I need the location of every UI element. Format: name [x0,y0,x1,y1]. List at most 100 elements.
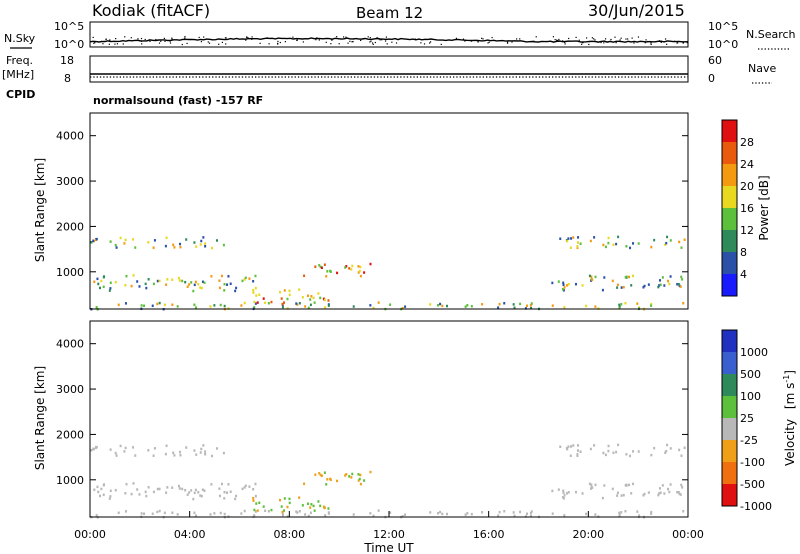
power-echo-cell [202,236,205,239]
power-y-ticks: 1000 2000 3000 4000 [56,130,688,279]
velocity-echo-cell [255,502,258,505]
noise-search-point [440,43,442,46]
noise-search-point [615,42,617,44]
power-echo-cell [313,301,316,304]
station-title: Kodiak (fitACF) [92,1,210,20]
power-echo-cell [173,246,176,249]
noise-search-point [284,41,286,43]
noise-search-point [423,43,426,45]
power-echo-cell [628,275,631,279]
power-echo-cell [618,305,621,309]
noise-search-point [645,39,647,41]
velocity-echo-cell [577,444,580,447]
noise-search-point [164,40,166,42]
velocity-echo-cell [254,494,257,498]
power-echo-cell [140,304,143,307]
velocity-echo-cell [320,474,323,478]
power-echo-cell [124,302,127,305]
noise-search-point [629,41,632,43]
velocity-echo-cell [103,483,106,486]
power-echo-cell [186,285,189,289]
noise-search-point [462,38,465,40]
power-echo-cell [298,288,301,291]
velocity-echo-cell [629,454,632,458]
velocity-echo-cell [566,447,569,451]
noise-search-point [369,41,371,43]
power-echo-cell [683,238,686,242]
noise-search-point [130,37,132,39]
noise-search-point [582,42,584,44]
power-echo-cell [153,239,156,242]
velocity-echo-cell [256,509,259,512]
noise-search-point [557,39,559,42]
velocity-echo-cell [628,483,631,487]
power-colorbar-tick: 20 [740,180,754,193]
power-echo-cell [530,302,533,305]
velocity-echo-cell [117,511,120,515]
velocity-echo-cell [179,450,182,454]
noise-left-tick-bottom: 10^0 [54,38,84,51]
noise-search-point [184,36,186,38]
power-echo-cell [612,243,615,247]
velocity-echo-cell [551,512,554,515]
power-echo-cell [240,304,243,307]
noise-right-tick-top: 10^5 [708,20,738,33]
power-echo-cell [650,302,653,306]
noise-search-point [568,37,570,40]
velocity-echo-cell [579,450,582,453]
velocity-echo-cell [203,489,206,492]
velocity-echo-cell [563,514,566,517]
noise-search-point [169,42,172,44]
noise-search-point [637,36,640,38]
power-echo-cell [512,303,515,306]
noise-search-point [674,40,676,42]
power-echo-cell [650,245,653,249]
velocity-echo-cell [632,450,635,453]
noise-search-point [476,40,479,42]
noise-search-point [102,43,104,45]
noise-search-point [564,41,566,43]
velocity-echo-cell [318,472,321,475]
power-echo-cell [529,304,532,307]
power-echo-cell [667,279,670,283]
power-echo-cell [585,304,588,308]
velocity-echo-cell [140,512,143,515]
power-echo-cell [192,289,195,293]
noise-search-point [114,43,116,45]
velocity-echo-cell [262,505,265,508]
power-echo-cell [437,303,440,307]
noise-right-tick-bottom: 10^0 [708,38,738,51]
power-echo-cell [624,301,627,305]
velocity-echo-cell [658,492,661,495]
power-echo-cell [204,242,207,245]
velocity-echo-cell [650,512,653,515]
velocity-echo-cell [607,444,610,448]
x-axis-label: Time UT [363,541,414,554]
velocity-echo-cell [357,473,360,476]
power-echo-cell [401,306,404,310]
power-echo-cell [323,263,326,266]
noise-search-point [660,41,662,43]
noise-search-point [152,39,154,42]
velocity-echo-cell [429,511,432,514]
xtick-label: 00:00 [74,528,106,541]
power-echo-cell [629,246,632,250]
noise-search-point [318,39,320,41]
noise-search-point [141,43,143,45]
power-echo-cell [620,286,623,289]
noise-search-point [631,37,633,39]
power-echo-cell [323,298,326,302]
power-echo-cell [319,296,322,300]
power-echo-cell [466,304,469,307]
velocity-colorbar-swatches [722,330,737,506]
power-echo-cell [581,284,584,287]
velocity-echo-cell [144,490,147,494]
power-colorbar: 28 24 20 16 12 8 4 Power [dB] [721,119,771,297]
velocity-echo-cell [200,447,203,451]
power-echo-cell [177,276,180,280]
velocity-echo-cell [617,443,620,447]
noise-search-point [658,40,661,42]
velocity-colorbar-ticks: 1000 500 100 25 -25 -100 -500 -1000 [740,346,772,513]
noise-search-point [385,38,387,40]
power-echo-cell [616,283,619,287]
